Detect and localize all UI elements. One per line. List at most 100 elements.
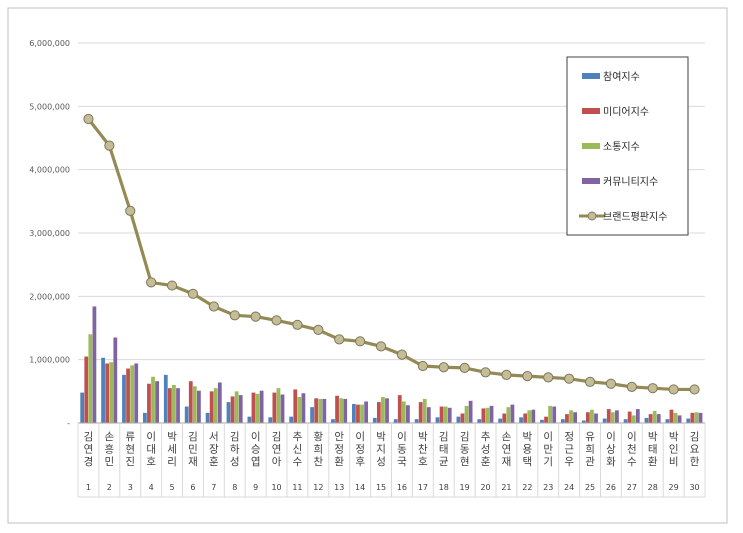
x-tick-label-char: 김 <box>188 431 198 443</box>
bar <box>381 397 385 423</box>
bar <box>460 413 465 423</box>
x-tick-label-char: 리 <box>167 456 177 468</box>
bar <box>376 402 381 423</box>
rank-label: 21 <box>501 483 511 492</box>
bar <box>485 407 490 423</box>
line-point <box>668 384 679 395</box>
bar <box>122 374 126 423</box>
bar <box>623 419 628 423</box>
rank-label: 13 <box>334 483 344 492</box>
x-tick-label-char: 수 <box>293 456 303 468</box>
rank-label: 19 <box>460 483 470 492</box>
line-point <box>250 311 261 322</box>
rank-label: 10 <box>271 483 281 492</box>
bar <box>677 415 682 423</box>
x-tick-label-char: 성 <box>481 444 491 456</box>
bar <box>297 397 302 423</box>
bar <box>468 400 473 423</box>
bar <box>126 368 130 423</box>
bar <box>648 414 653 423</box>
bar <box>552 406 557 423</box>
bar <box>435 417 440 423</box>
bar <box>665 419 670 423</box>
bar <box>226 402 231 423</box>
x-tick-label-char: 이 <box>627 431 637 443</box>
x-tick-label-char: 환 <box>334 456 344 468</box>
bar <box>372 417 377 423</box>
rank-label: 4 <box>149 483 154 492</box>
line-point <box>438 362 449 373</box>
line-point <box>396 349 408 360</box>
x-tick-label-char: 흥 <box>105 443 115 456</box>
x-tick-label-char: 용 <box>523 444 533 456</box>
x-tick-label-char: 희 <box>585 444 595 456</box>
bar <box>259 390 264 423</box>
bar <box>610 412 615 423</box>
x-tick-label-char: 박 <box>669 431 679 443</box>
x-tick-label-char: 우 <box>564 456 574 468</box>
x-tick-label-char: 김 <box>460 431 470 443</box>
bar <box>565 414 569 423</box>
x-tick-label-char: 인 <box>669 444 679 456</box>
bar <box>238 395 243 423</box>
x-tick-label-char: 근 <box>564 444 574 456</box>
bar <box>644 417 649 423</box>
line-point <box>292 319 303 330</box>
x-tick-label-char: 찬 <box>418 444 428 456</box>
legend-line-marker <box>587 211 597 221</box>
bar <box>84 356 89 423</box>
line-point <box>647 383 658 394</box>
line-point <box>543 372 554 383</box>
line-point <box>355 336 366 347</box>
bar <box>92 306 97 423</box>
rank-label: 25 <box>585 483 595 492</box>
rank-label: 12 <box>313 483 323 492</box>
x-tick-label-char: 호 <box>418 456 428 468</box>
x-tick-label-char: 택 <box>523 456 533 468</box>
x-axis-table: 김연경손흥민류현진이대호박세리김민재서장훈김하성이승엽김연아추신수황희찬안정환이… <box>77 422 706 498</box>
x-tick-label-char: 진 <box>125 456 135 468</box>
bar <box>523 413 528 423</box>
line-point <box>229 310 240 321</box>
line-point <box>83 113 94 125</box>
bar <box>88 334 93 423</box>
bar <box>540 419 544 423</box>
x-tick-label-char: 요 <box>690 444 700 456</box>
legend-label: 참여지수 <box>603 71 640 83</box>
bar <box>606 409 611 423</box>
bar <box>134 363 139 423</box>
bar <box>80 392 85 423</box>
x-tick-label-char: 연 <box>502 444 512 456</box>
bar <box>510 404 515 423</box>
line-point <box>626 381 637 392</box>
bar <box>502 413 507 423</box>
x-tick-label-char: 호 <box>146 456 156 468</box>
bar <box>447 407 452 423</box>
bar <box>690 412 695 423</box>
line-point <box>689 384 700 395</box>
x-tick-label-char: 동 <box>397 444 407 456</box>
bar <box>615 410 619 423</box>
bar <box>176 388 180 423</box>
bar <box>331 419 335 423</box>
bar <box>293 389 298 423</box>
trend-line <box>83 113 700 395</box>
x-tick-label-char: 이 <box>355 431 365 443</box>
legend-swatch <box>582 73 600 79</box>
rank-label: 24 <box>564 483 574 492</box>
x-tick-label-char: 화 <box>606 456 616 468</box>
x-tick-label-char: 관 <box>585 456 595 468</box>
rank-label: 15 <box>376 483 386 492</box>
bar <box>217 382 222 423</box>
x-tick-label-char: 현 <box>460 456 470 468</box>
bar <box>113 337 118 423</box>
bar <box>188 381 193 423</box>
bar <box>385 398 389 423</box>
line-point <box>187 288 199 299</box>
bar <box>414 419 419 423</box>
bar <box>673 412 678 423</box>
bar <box>276 388 281 423</box>
rank-label: 28 <box>648 483 658 492</box>
bar <box>105 363 110 423</box>
bar <box>439 406 444 423</box>
